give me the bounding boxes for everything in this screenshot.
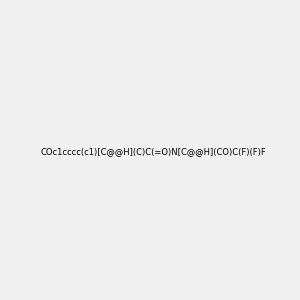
Text: COc1cccc(c1)[C@@H](C)C(=O)N[C@@H](CO)C(F)(F)F: COc1cccc(c1)[C@@H](C)C(=O)N[C@@H](CO)C(F…	[41, 147, 267, 156]
